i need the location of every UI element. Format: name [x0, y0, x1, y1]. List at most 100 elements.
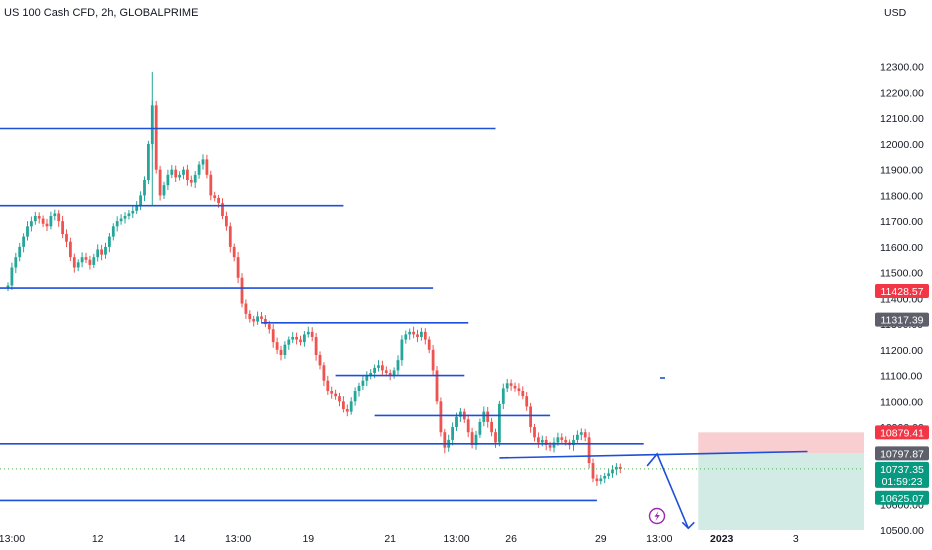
candle-body[interactable]: [353, 391, 357, 402]
candle-body[interactable]: [92, 257, 96, 265]
candle-body[interactable]: [439, 401, 443, 433]
currency-label[interactable]: USD: [884, 7, 907, 19]
candle-body[interactable]: [587, 437, 591, 464]
candle-body[interactable]: [53, 213, 57, 217]
candle-body[interactable]: [96, 249, 100, 258]
projection-arrowhead[interactable]: [681, 521, 695, 530]
price-tag[interactable]: 10797.87: [875, 446, 929, 461]
candle-body[interactable]: [197, 164, 201, 175]
candle-body[interactable]: [65, 234, 68, 242]
candle-body[interactable]: [314, 336, 318, 355]
candle-body[interactable]: [459, 411, 462, 417]
candle-body[interactable]: [205, 159, 209, 175]
candle-body[interactable]: [279, 349, 283, 355]
candle-body[interactable]: [310, 331, 314, 337]
candle-body[interactable]: [10, 267, 14, 286]
candle-body[interactable]: [186, 169, 189, 180]
candle-body[interactable]: [373, 367, 376, 374]
candle-body[interactable]: [384, 370, 388, 374]
candle-body[interactable]: [131, 210, 135, 214]
candle-body[interactable]: [451, 427, 454, 440]
candle-body[interactable]: [595, 478, 599, 482]
candle-body[interactable]: [37, 216, 41, 219]
candle-body[interactable]: [100, 249, 103, 255]
candle-body[interactable]: [189, 179, 193, 183]
candle-body[interactable]: [80, 257, 84, 263]
candle-body[interactable]: [318, 354, 322, 366]
candle-body[interactable]: [244, 303, 248, 314]
candle-body[interactable]: [423, 331, 427, 340]
candle-body[interactable]: [431, 349, 435, 371]
candle-body[interactable]: [123, 216, 127, 219]
candle-body[interactable]: [396, 360, 400, 371]
candle-body[interactable]: [182, 169, 185, 175]
candle-body[interactable]: [552, 442, 556, 448]
lightning-icon[interactable]: [648, 507, 666, 525]
price-tag[interactable]: 11317.39: [875, 312, 929, 327]
candle-body[interactable]: [221, 203, 224, 217]
candle-body[interactable]: [377, 365, 380, 368]
candle-body[interactable]: [533, 427, 536, 438]
candle-body[interactable]: [392, 370, 396, 376]
candle-body[interactable]: [400, 339, 404, 361]
candle-body[interactable]: [14, 257, 18, 268]
price-tag[interactable]: 11428.57: [875, 284, 929, 299]
candle-body[interactable]: [104, 246, 107, 255]
candle-body[interactable]: [178, 174, 181, 178]
candle-body[interactable]: [45, 223, 49, 227]
candle-body[interactable]: [564, 439, 568, 443]
candle-body[interactable]: [478, 421, 482, 435]
candle-body[interactable]: [330, 391, 334, 394]
candle-body[interactable]: [154, 105, 158, 170]
candle-body[interactable]: [381, 365, 384, 371]
candle-body[interactable]: [482, 411, 486, 422]
candle-body[interactable]: [18, 246, 22, 258]
candle-body[interactable]: [252, 318, 256, 322]
candle-body[interactable]: [455, 416, 458, 428]
candle-body[interactable]: [69, 241, 72, 258]
candle-body[interactable]: [283, 344, 287, 355]
candle-body[interactable]: [548, 445, 552, 448]
candle-body[interactable]: [357, 385, 361, 392]
candle-body[interactable]: [427, 339, 431, 350]
candle-body[interactable]: [501, 388, 505, 404]
candle-body[interactable]: [260, 316, 263, 319]
candle-body[interactable]: [49, 216, 53, 227]
candle-body[interactable]: [416, 334, 419, 337]
candle-body[interactable]: [408, 331, 412, 335]
candle-body[interactable]: [369, 373, 373, 376]
candle-body[interactable]: [88, 259, 92, 265]
candle-body[interactable]: [228, 226, 232, 247]
candle-body[interactable]: [162, 185, 166, 196]
candle-body[interactable]: [33, 216, 37, 222]
price-tag[interactable]: 10625.07: [875, 490, 929, 505]
candle-body[interactable]: [322, 365, 326, 381]
candle-body[interactable]: [271, 329, 275, 343]
candle-body[interactable]: [170, 169, 174, 175]
candle-body[interactable]: [84, 257, 88, 260]
candle-body[interactable]: [599, 478, 603, 482]
candle-body[interactable]: [525, 396, 529, 407]
candle-body[interactable]: [139, 195, 142, 206]
candle-body[interactable]: [174, 169, 178, 178]
candle-body[interactable]: [611, 469, 614, 474]
candle-body[interactable]: [509, 383, 513, 386]
candle-body[interactable]: [275, 342, 279, 350]
stop-loss-zone[interactable]: [698, 432, 864, 454]
candle-body[interactable]: [267, 324, 271, 330]
candle-body[interactable]: [435, 370, 439, 402]
candle-body[interactable]: [388, 373, 392, 376]
candle-body[interactable]: [61, 221, 64, 235]
candle-body[interactable]: [420, 331, 423, 337]
candle-body[interactable]: [361, 380, 365, 386]
candle-body[interactable]: [572, 439, 575, 446]
candle-body[interactable]: [193, 174, 197, 183]
candle-body[interactable]: [127, 213, 131, 217]
candle-body[interactable]: [143, 179, 146, 196]
candle-body[interactable]: [115, 221, 119, 227]
candle-body[interactable]: [544, 439, 548, 446]
candle-body[interactable]: [365, 375, 369, 381]
candle-body[interactable]: [560, 437, 564, 440]
